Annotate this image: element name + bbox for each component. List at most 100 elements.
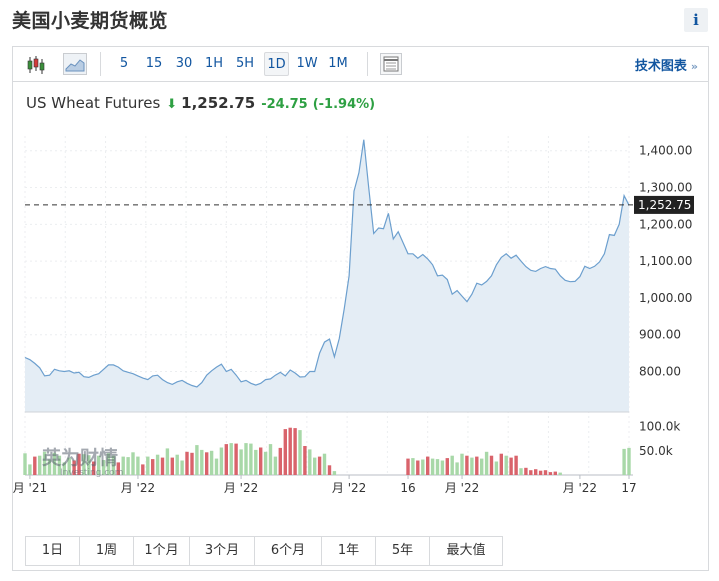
y-tick-label: 1,400.00 xyxy=(639,144,692,158)
volume-bar xyxy=(214,458,219,475)
volume-bar xyxy=(155,454,160,475)
range-3m[interactable]: 3个月 xyxy=(190,537,255,565)
volume-bar xyxy=(77,453,81,475)
volume-bar xyxy=(288,427,292,475)
price-line xyxy=(24,139,630,388)
x-tick-label: 月 '22 xyxy=(563,481,597,495)
volume-bar xyxy=(249,443,253,475)
interval-30[interactable]: 30 xyxy=(175,56,193,71)
down-arrow-icon: ⬇ xyxy=(166,97,178,112)
info-button[interactable]: i xyxy=(684,8,708,32)
volume-bar xyxy=(175,454,179,475)
current-price-label: 1,252.75 xyxy=(638,198,691,212)
volume-bar xyxy=(42,451,47,475)
volume-bar xyxy=(141,464,145,475)
price-change-percent: (-1.94%) xyxy=(312,97,376,112)
volume-bar xyxy=(101,460,106,475)
volume-bar xyxy=(131,452,135,475)
volume-bar xyxy=(430,458,435,475)
volume-bar xyxy=(435,459,440,475)
interval-1d[interactable]: 1D xyxy=(264,52,289,76)
volume-bar xyxy=(239,449,243,475)
volume-bar xyxy=(553,471,557,475)
volume-bar xyxy=(160,457,165,475)
volume-bar xyxy=(322,453,327,475)
volume-bar xyxy=(460,453,464,475)
volume-bar xyxy=(465,455,469,475)
range-1y[interactable]: 1年 xyxy=(322,537,376,565)
volume-bar xyxy=(165,448,170,475)
interval-5[interactable]: 5 xyxy=(119,56,129,71)
volume-bar xyxy=(534,469,538,475)
volume-bar xyxy=(470,457,474,475)
y-tick-label: 1,000.00 xyxy=(639,291,692,305)
volume-bar xyxy=(317,456,322,475)
table-icon[interactable] xyxy=(380,53,402,75)
volume-bar xyxy=(254,449,258,475)
volume-bar xyxy=(170,457,174,475)
y-tick-label: 900.00 xyxy=(639,328,681,342)
volume-bar xyxy=(28,464,32,475)
advanced-chart-link[interactable]: 技术图表» xyxy=(635,55,698,74)
x-tick-label: 月 '22 xyxy=(121,481,155,495)
toolbar-divider xyxy=(100,52,101,76)
chart-toolbar: 5 15 30 1H 5H 1D 1W 1M 技术图表» xyxy=(13,47,708,82)
volume-bar xyxy=(308,449,312,475)
volume-bar xyxy=(106,453,111,475)
volume-bar xyxy=(47,459,52,475)
volume-bar xyxy=(273,456,278,475)
volume-bar xyxy=(484,451,489,475)
y-tick-label: 800.00 xyxy=(639,365,681,379)
range-1m[interactable]: 1个月 xyxy=(134,537,190,565)
volume-bar xyxy=(529,470,533,475)
volume-bar xyxy=(475,456,479,475)
chevron-right-icon: » xyxy=(690,60,698,73)
range-5y[interactable]: 5年 xyxy=(376,537,430,565)
toolbar-divider xyxy=(367,52,368,76)
last-price: 1,252.75 xyxy=(181,94,256,112)
volume-bar xyxy=(455,462,459,475)
volume-bar xyxy=(543,470,548,475)
volume-bar xyxy=(244,443,248,475)
volume-bar xyxy=(480,458,484,475)
area-chart-icon[interactable] xyxy=(63,53,87,75)
volume-bar xyxy=(489,455,494,475)
price-chart[interactable]: 1,400.00 1,300.00 1,200.00 1,100.00 1,000.00… xyxy=(12,128,697,508)
volume-bar xyxy=(426,456,430,475)
volume-bar xyxy=(52,452,57,475)
interval-1w[interactable]: 1W xyxy=(296,56,318,71)
volume-bar xyxy=(504,455,508,475)
chart-panel: 5 15 30 1H 5H 1D 1W 1M 技术图表» US Wheat Fu… xyxy=(12,46,709,571)
volume-bar xyxy=(283,429,287,475)
volume-bar xyxy=(313,457,317,475)
range-1w[interactable]: 1周 xyxy=(80,537,134,565)
volume-bar xyxy=(185,451,189,475)
interval-5h[interactable]: 5H xyxy=(235,56,255,71)
volume-bar xyxy=(92,461,96,475)
range-6m[interactable]: 6个月 xyxy=(255,537,322,565)
volume-bar xyxy=(622,448,626,475)
volume-bar xyxy=(519,468,523,475)
x-tick-label: 月 '22 xyxy=(332,481,366,495)
advanced-chart-label: 技术图表 xyxy=(634,59,687,74)
interval-15[interactable]: 15 xyxy=(145,56,163,71)
volume-bar xyxy=(219,447,224,475)
volume-bar xyxy=(558,472,562,475)
volume-bar xyxy=(121,456,125,475)
candlestick-icon[interactable] xyxy=(25,55,47,75)
volume-bar xyxy=(38,455,42,475)
price-change: -24.75 xyxy=(261,97,308,112)
volume-bar xyxy=(278,447,282,475)
instrument-name: US Wheat Futures xyxy=(26,94,161,112)
range-max[interactable]: 最大值 xyxy=(446,543,486,558)
volume-tick-label: 50.0k xyxy=(639,444,673,458)
volume-bar xyxy=(57,455,62,475)
range-1d[interactable]: 1日 xyxy=(26,537,80,565)
volume-bar xyxy=(548,472,553,475)
volume-bar xyxy=(421,459,425,475)
interval-1h[interactable]: 1H xyxy=(204,56,224,71)
volume-bar xyxy=(263,451,268,475)
interval-1m[interactable]: 1M xyxy=(328,56,348,71)
y-tick-label: 1,200.00 xyxy=(639,217,692,231)
volume-bar xyxy=(126,457,130,475)
